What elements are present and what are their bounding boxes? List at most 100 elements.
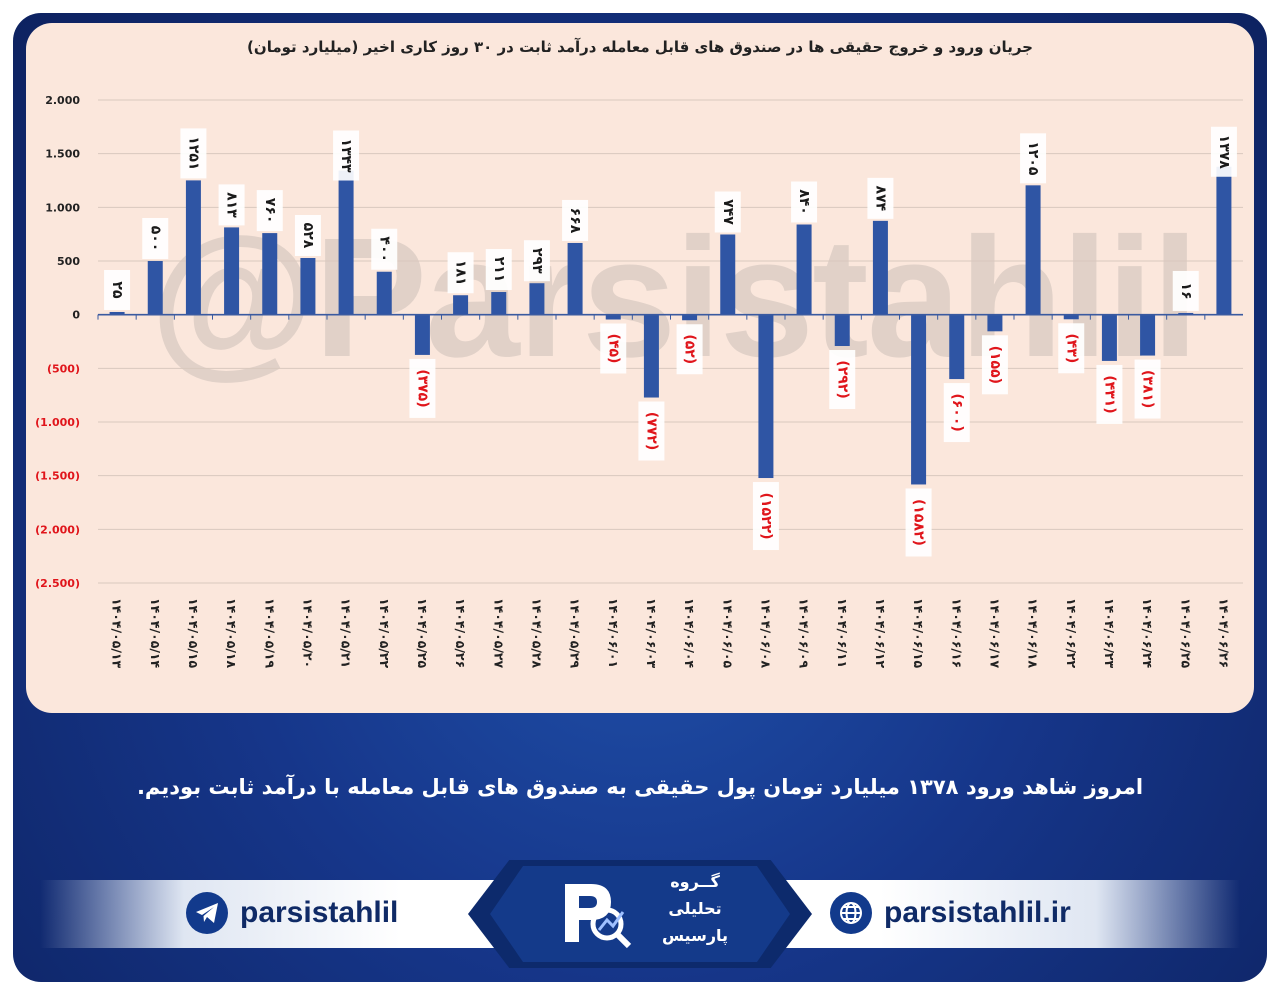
logo-line-2: تحلیلی	[668, 899, 722, 918]
data-label-box	[180, 128, 207, 179]
y-tick-label: (2.000)	[35, 523, 80, 536]
bar	[529, 283, 545, 315]
data-label-box	[1020, 133, 1047, 184]
x-tick-label: ۱۴۰۴/۰۶/۲۳	[1102, 598, 1117, 669]
headline: امروز شاهد ورود ۱۳۷۸ میلیارد تومان پول ح…	[136, 775, 1144, 799]
data-label: (۳۸۱)	[1140, 370, 1156, 408]
y-tick-label: (2.500)	[35, 577, 80, 590]
bar	[834, 314, 850, 347]
data-label: ۸۷۴	[872, 186, 888, 212]
x-tick-label: ۱۴۰۴/۰۶/۲۵	[1178, 598, 1193, 669]
data-label: ۱۸۱	[453, 260, 469, 286]
bar	[185, 180, 201, 315]
x-tick-label: ۱۴۰۴/۰۵/۱۳	[110, 598, 125, 669]
data-label-box	[371, 228, 398, 270]
bar	[949, 314, 965, 380]
x-tick-label: ۱۴۰۴/۰۶/۲۲	[1064, 598, 1079, 669]
y-tick-label: 0	[72, 309, 80, 322]
data-label-box	[676, 324, 703, 375]
x-tick-label: ۱۴۰۴/۰۶/۲۶	[1216, 598, 1231, 668]
data-label-box	[981, 335, 1008, 395]
y-tick-label: (500)	[47, 362, 80, 375]
x-tick-label: ۱۴۰۴/۰۶/۱۷	[987, 598, 1002, 669]
bar	[1101, 314, 1117, 361]
x-tick-label: ۱۴۰۴/۰۶/۰۱	[606, 598, 621, 668]
logo-text: گــروه تحلیلی پارسیس	[645, 868, 745, 949]
website-link[interactable]: parsistahlil.ir	[830, 890, 1071, 936]
data-label-box	[1172, 270, 1199, 311]
data-label-box	[1058, 323, 1085, 374]
bar	[338, 170, 354, 315]
data-label-box	[829, 350, 856, 410]
bar	[1063, 314, 1079, 320]
data-label: ۱۲۰۵	[1025, 141, 1041, 176]
x-tick-label: ۱۴۰۴/۰۶/۰۳	[644, 598, 659, 669]
bar	[1140, 314, 1156, 356]
data-label-box	[867, 177, 894, 219]
data-label: (۶۰۰)	[949, 393, 965, 431]
data-label-box	[256, 190, 283, 232]
bar	[682, 314, 698, 321]
data-label: ۲۱۱	[491, 257, 507, 283]
bar	[567, 242, 583, 315]
data-label: (۵۲)	[682, 334, 698, 364]
data-label-box	[523, 240, 550, 282]
data-label-box	[218, 184, 245, 226]
data-label: ۵۰۰	[147, 226, 163, 252]
data-label-box	[333, 130, 360, 181]
data-label-box	[104, 269, 131, 310]
x-tick-label: ۱۴۰۴/۰۵/۱۸	[224, 598, 239, 669]
data-label: (۴۵)	[605, 334, 621, 364]
telegram-link[interactable]: parsistahlil	[186, 890, 398, 936]
y-tick-label: (1.500)	[35, 470, 80, 483]
parsis-logo-icon	[565, 884, 632, 949]
data-label-box	[1096, 364, 1123, 424]
data-label: (۱۵۲۲)	[758, 493, 774, 540]
bar	[414, 314, 430, 355]
x-tick-label: ۱۴۰۴/۰۶/۱۸	[1026, 598, 1041, 669]
data-label: (۳۷۵)	[414, 369, 430, 407]
data-label: ۱۳۷۸	[1216, 135, 1232, 170]
data-label: ۲۹۳	[529, 248, 545, 274]
telegram-icon	[186, 892, 228, 934]
chart-title: جریان ورود و خروج حقیقی ها در صندوق های …	[247, 38, 1033, 56]
data-label-box	[638, 401, 665, 461]
telegram-handle: parsistahlil	[240, 896, 399, 929]
data-label-box	[485, 249, 512, 291]
x-tick-label: ۱۴۰۴/۰۶/۱۱	[835, 598, 850, 668]
data-label-box	[714, 191, 741, 233]
data-label: ۱۶	[1178, 282, 1194, 299]
bar	[376, 271, 392, 315]
x-tick-label: ۱۴۰۴/۰۵/۲۵	[415, 598, 430, 669]
y-tick-label: 500	[57, 255, 80, 268]
bar	[491, 292, 507, 315]
bar	[796, 224, 812, 315]
website-url: parsistahlil.ir	[884, 896, 1071, 929]
x-tick-label: ۱۴۰۴/۰۶/۱۲	[873, 598, 888, 669]
data-label: ۸۱۳	[224, 192, 240, 218]
data-label: ۵۲۸	[300, 223, 316, 249]
x-tick-label: ۱۴۰۴/۰۶/۰۴	[682, 598, 697, 669]
x-tick-label: ۱۴۰۴/۰۶/۰۵	[720, 598, 735, 669]
bar	[109, 311, 125, 315]
y-tick-label: 1.000	[45, 201, 80, 214]
logo-line-1: گــروه	[670, 872, 720, 891]
data-label-box	[943, 383, 970, 443]
data-label-box	[752, 482, 779, 551]
bar	[224, 227, 240, 315]
data-label-box	[294, 214, 321, 256]
x-tick-label: ۱۴۰۴/۰۶/۱۶	[949, 598, 964, 668]
x-tick-label: ۱۴۰۴/۰۵/۱۵	[186, 598, 201, 669]
bar	[1025, 185, 1041, 315]
bar	[1216, 166, 1232, 315]
data-label: (۴۳۱)	[1101, 375, 1117, 413]
data-label-box	[447, 252, 474, 294]
x-tick-label: ۱۴۰۴/۰۵/۱۴	[148, 598, 163, 669]
data-label: ۸۴۰	[796, 189, 812, 215]
globe-icon	[830, 892, 872, 934]
x-tick-label: ۱۴۰۴/۰۵/۱۹	[262, 598, 277, 669]
bar	[605, 314, 621, 320]
bar	[453, 295, 469, 315]
data-label: ۴۰۰	[376, 236, 392, 262]
x-tick-label: ۱۴۰۴/۰۵/۲۱	[339, 598, 354, 668]
